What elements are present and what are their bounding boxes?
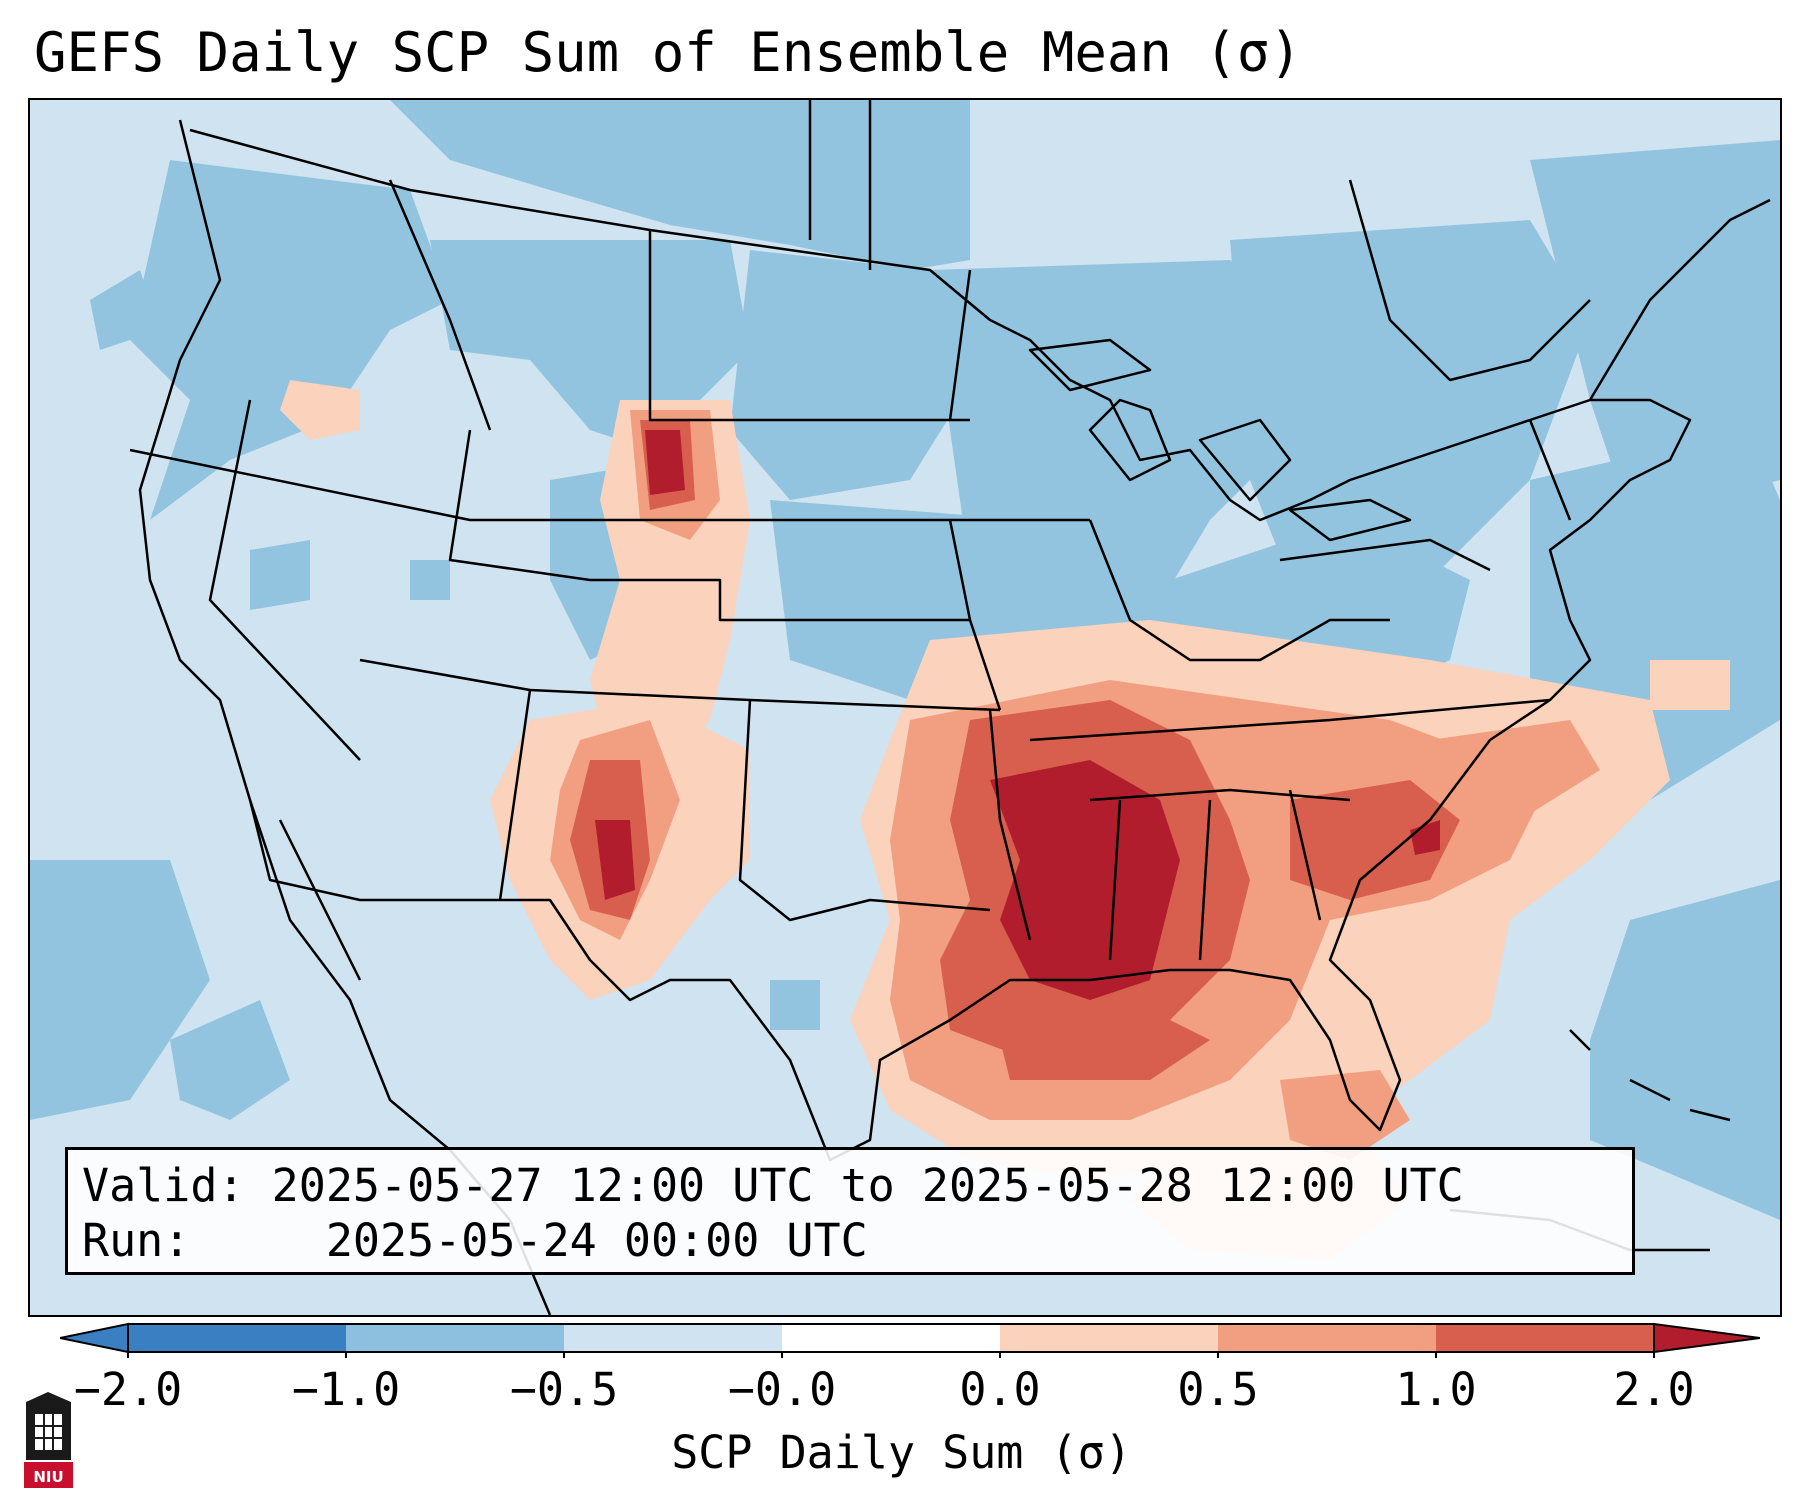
colorbar-tick-label: −0.5 [509, 1363, 619, 1416]
colorbar-tick-label: −1.0 [291, 1363, 401, 1416]
colorbar-extend-high [1653, 1322, 1760, 1354]
map-canvas [30, 100, 1780, 1315]
run-label: Run: [82, 1214, 245, 1267]
colorbar-tick-label: 0.5 [1177, 1363, 1259, 1416]
colorbar-label: SCP Daily Sum (σ) [671, 1426, 1132, 1479]
colorbar [60, 1322, 1760, 1358]
field-positive-max [595, 430, 1440, 1000]
colorbar-bin-4 [782, 1324, 1000, 1352]
colorbar-bin-3 [564, 1324, 782, 1352]
valid-time-range: 2025-05-27 12:00 UTC to 2025-05-28 12:00… [271, 1159, 1464, 1212]
colorbar-tick-label: 2.0 [1613, 1363, 1695, 1416]
university-logo-icon: NIU [21, 1390, 76, 1490]
valid-label: Valid: [82, 1159, 245, 1212]
colorbar-bin-2 [346, 1324, 564, 1352]
state-borders [129, 100, 1771, 1315]
chart-title: GEFS Daily SCP Sum of Ensemble Mean (σ) [34, 21, 1302, 84]
colorbar-bin-6 [1218, 1324, 1436, 1352]
valid-time-box: Valid: 2025-05-27 12:00 UTC to 2025-05-2… [65, 1147, 1635, 1275]
colorbar-tick-label: 1.0 [1395, 1363, 1477, 1416]
colorbar-bin-5 [1000, 1324, 1218, 1352]
colorbar-tick-label: −2.0 [73, 1363, 183, 1416]
logo-text: NIU [33, 1468, 64, 1486]
colorbar-tick-label: −0.0 [727, 1363, 837, 1416]
colorbar-extend-low [60, 1322, 129, 1354]
colorbar-tick-label: 0.0 [959, 1363, 1041, 1416]
colorbar-bin-1 [128, 1324, 346, 1352]
colorbar-bin-7 [1436, 1324, 1654, 1352]
run-time: 2025-05-24 00:00 UTC [325, 1214, 868, 1267]
map-panel: Valid: 2025-05-27 12:00 UTC to 2025-05-2… [28, 98, 1782, 1317]
